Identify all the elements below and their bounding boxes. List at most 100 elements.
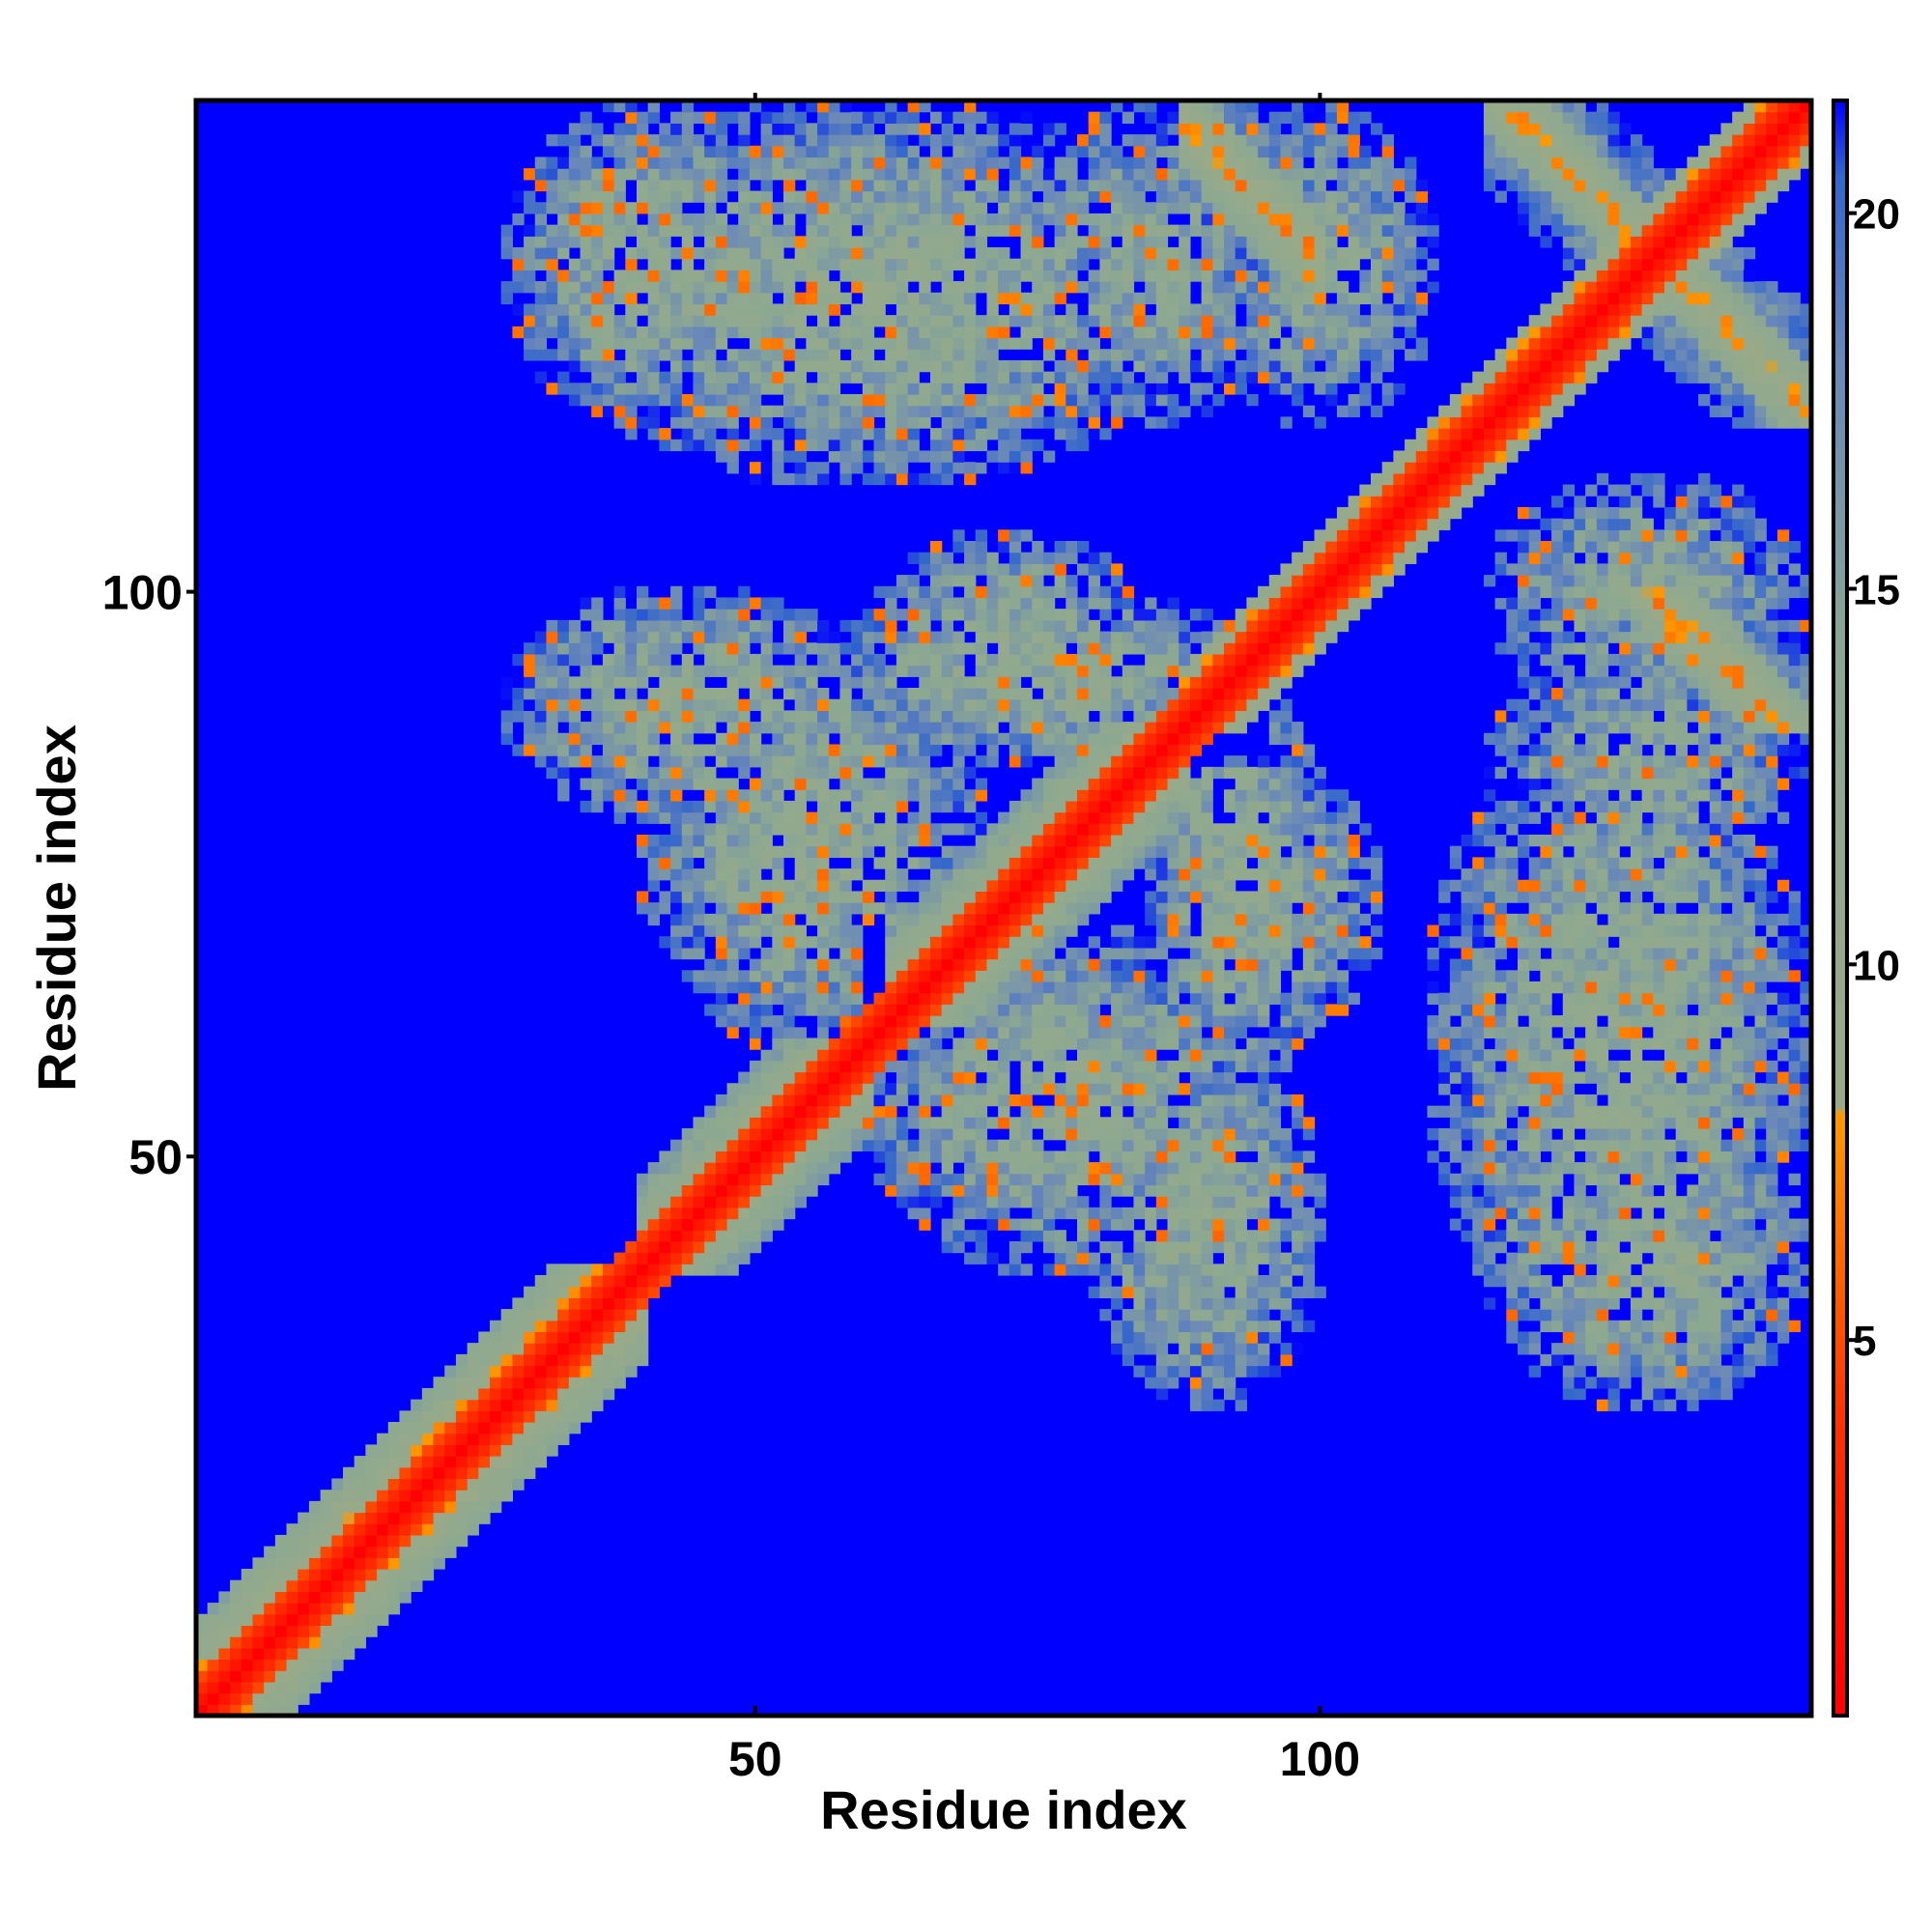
heatmap-cell xyxy=(907,1151,920,1163)
heatmap-cell xyxy=(1122,1094,1135,1107)
heatmap-cell xyxy=(546,688,558,700)
heatmap-cell xyxy=(1077,179,1090,192)
heatmap-cell xyxy=(998,270,1010,282)
heatmap-cell xyxy=(1099,722,1112,734)
heatmap-cell xyxy=(941,156,953,169)
heatmap-cell xyxy=(998,371,1010,384)
heatmap-cell xyxy=(1042,698,1056,711)
heatmap-cell xyxy=(998,665,1010,677)
heatmap-cell xyxy=(1077,1060,1090,1073)
heatmap-cell xyxy=(557,619,570,633)
heatmap-cell xyxy=(828,179,841,192)
heatmap-cell xyxy=(1099,1184,1112,1197)
heatmap-cell xyxy=(1167,1275,1179,1288)
heatmap-cell xyxy=(298,1512,310,1524)
heatmap-cell xyxy=(885,179,897,192)
heatmap-cell xyxy=(726,1117,739,1129)
heatmap-cell xyxy=(998,563,1010,576)
heatmap-cell xyxy=(873,462,886,474)
heatmap-cell xyxy=(1155,1196,1169,1208)
heatmap-cell xyxy=(1054,236,1066,248)
heatmap-cell xyxy=(1054,337,1066,350)
heatmap-cell xyxy=(1042,744,1056,756)
heatmap-cell xyxy=(444,1377,457,1389)
heatmap-cell xyxy=(919,552,931,564)
heatmap-cell xyxy=(308,1500,322,1514)
heatmap-cell xyxy=(1065,371,1078,384)
heatmap-cell xyxy=(941,1240,953,1254)
heatmap-cell xyxy=(568,744,582,756)
heatmap-cell xyxy=(919,631,931,643)
heatmap-cell xyxy=(907,1026,920,1039)
heatmap-cell xyxy=(1077,710,1090,723)
heatmap-cell xyxy=(839,710,852,723)
heatmap-cell xyxy=(715,1105,728,1118)
heatmap-cell xyxy=(230,1647,242,1661)
heatmap-cell xyxy=(377,1433,389,1445)
heatmap-cell xyxy=(851,631,864,643)
heatmap-cell xyxy=(1111,585,1123,599)
heatmap-cell xyxy=(704,958,717,971)
heatmap-cell xyxy=(1145,1207,1157,1220)
heatmap-cell xyxy=(399,1444,412,1457)
heatmap-cell xyxy=(783,111,796,124)
heatmap-cell xyxy=(986,247,999,260)
heatmap-cell xyxy=(715,992,728,1005)
heatmap-cell xyxy=(738,258,751,270)
heatmap-cell xyxy=(738,270,751,282)
heatmap-cell xyxy=(1189,145,1203,158)
heatmap-cell xyxy=(264,1659,276,1671)
heatmap-cell xyxy=(715,665,728,677)
heatmap-cell xyxy=(196,1625,209,1637)
heatmap-cell xyxy=(964,619,977,633)
heatmap-cell xyxy=(806,845,818,858)
heatmap-cell xyxy=(760,811,773,824)
heatmap-cell xyxy=(1179,270,1191,282)
heatmap-cell xyxy=(930,359,943,373)
heatmap-cell xyxy=(726,800,739,813)
heatmap-cell xyxy=(1054,326,1066,339)
heatmap-cell xyxy=(964,428,977,440)
heatmap-cell xyxy=(952,303,965,316)
heatmap-cell xyxy=(568,303,582,316)
heatmap-cell xyxy=(1054,258,1066,270)
heatmap-cell xyxy=(681,179,695,192)
heatmap-cell xyxy=(377,1512,389,1524)
heatmap-cell xyxy=(828,371,841,384)
heatmap-cell xyxy=(704,688,717,700)
heatmap-cell xyxy=(693,405,705,417)
heatmap-cell xyxy=(794,1151,807,1163)
heatmap-cell xyxy=(828,1071,841,1084)
heatmap-cell xyxy=(557,688,570,700)
heatmap-cell xyxy=(749,845,762,858)
heatmap-cell xyxy=(885,981,897,994)
heatmap-cell xyxy=(681,631,695,643)
heatmap-cell xyxy=(286,1591,298,1604)
heatmap-cell xyxy=(1167,359,1179,373)
heatmap-cell xyxy=(1133,1252,1146,1264)
heatmap-cell xyxy=(1189,1105,1203,1118)
heatmap-cell xyxy=(749,224,762,237)
heatmap-cell xyxy=(1054,224,1066,237)
heatmap-cell xyxy=(806,1060,818,1073)
heatmap-cell xyxy=(1032,563,1044,576)
heatmap-cell xyxy=(1065,1151,1078,1163)
heatmap-cell xyxy=(828,416,841,429)
heatmap-cell xyxy=(1054,1015,1066,1028)
heatmap-cell xyxy=(1155,236,1169,248)
heatmap-cell xyxy=(1042,958,1056,971)
heatmap-cell xyxy=(828,823,841,836)
heatmap-cell xyxy=(919,891,931,903)
heatmap-cell xyxy=(286,1692,298,1705)
heatmap-cell xyxy=(331,1569,344,1581)
heatmap-cell xyxy=(1167,179,1179,192)
heatmap-cell xyxy=(952,857,965,869)
heatmap-cell xyxy=(828,439,841,452)
heatmap-cell xyxy=(941,303,953,316)
heatmap-cell xyxy=(1054,835,1066,847)
heatmap-cell xyxy=(1032,653,1044,667)
heatmap-cell xyxy=(952,563,965,576)
heatmap-cell xyxy=(919,811,931,824)
heatmap-cell xyxy=(1189,168,1203,181)
heatmap-cell xyxy=(964,1151,977,1163)
